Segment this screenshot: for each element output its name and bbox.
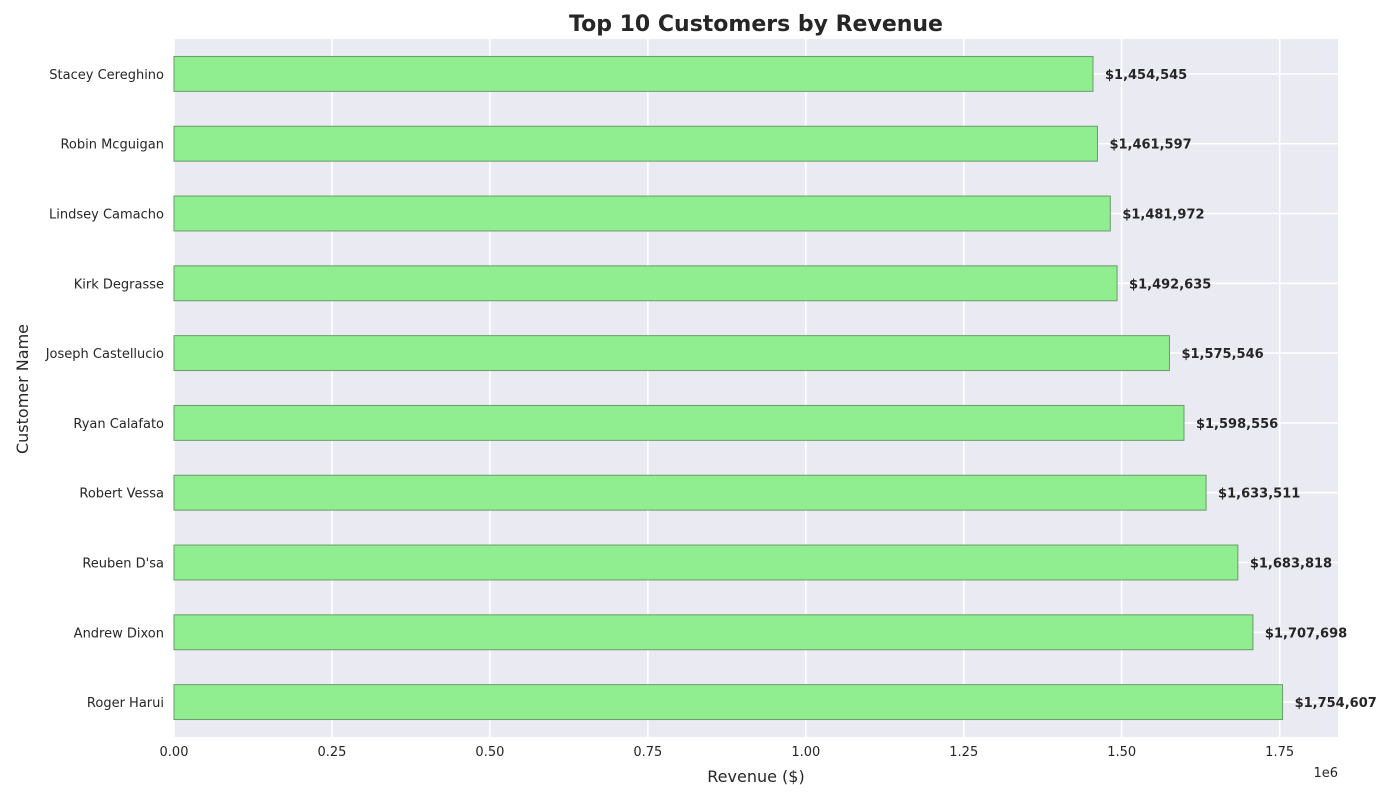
bar [173,125,1098,162]
bar-value-label: $1,492,635 [1129,277,1211,292]
bar [173,544,1239,581]
bar [173,474,1207,511]
x-tick-label: 0.75 [633,745,662,760]
bar [173,404,1185,441]
chart-title: Top 10 Customers by Revenue [569,12,943,37]
x-tick-labels: 0.00 0.25 0.50 0.75 1.00 1.25 1.50 1.75 [160,745,1295,760]
bar [173,335,1170,372]
bar-value-label: $1,707,698 [1265,626,1347,641]
y-tick-label: Andrew Dixon [74,626,164,641]
y-tick-label: Roger Harui [87,696,164,711]
bar [173,195,1111,232]
bar [173,265,1118,302]
y-tick-label: Reuben D'sa [82,557,164,572]
bar-value-label: $1,454,545 [1105,68,1187,83]
bar-value-label: $1,633,511 [1218,487,1300,502]
bar-value-label: $1,575,546 [1181,347,1263,362]
y-tick-label: Kirk Degrasse [74,277,164,292]
bar-value-label: $1,598,556 [1196,417,1278,432]
bars [173,55,1284,721]
x-axis-label: Revenue ($) [707,767,804,786]
y-tick-label: Joseph Castellucio [45,347,164,362]
y-axis-label: Customer Name [13,324,32,454]
x-tick-label: 0.50 [475,745,504,760]
bar-value-label: $1,461,597 [1109,138,1191,153]
bar [173,55,1094,92]
y-tick-label: Stacey Cereghino [49,68,164,83]
x-tick-label: 0.25 [317,745,346,760]
bar-value-label: $1,683,818 [1250,557,1332,572]
bar-value-label: $1,754,607 [1295,696,1377,711]
y-tick-label: Ryan Calafato [73,417,164,432]
value-labels: $1,754,607 $1,707,698 $1,683,818 $1,633,511… [1105,68,1377,711]
x-tick-label: 0.00 [160,745,189,760]
x-tick-label: 1.50 [1107,745,1136,760]
x-tick-label: 1.00 [791,745,820,760]
x-axis-offset-label: 1e6 [1313,766,1338,781]
y-tick-label: Robin Mcguigan [60,138,164,153]
y-tick-label: Robert Vessa [79,487,164,502]
x-tick-label: 1.75 [1265,745,1294,760]
bar-value-label: $1,481,972 [1122,208,1204,223]
bar [173,684,1284,721]
x-tick-label: 1.25 [949,745,978,760]
y-tick-labels: Roger Harui Andrew Dixon Reuben D'sa Robert… [45,68,164,711]
y-tick-label: Lindsey Camacho [49,208,164,223]
bar [173,614,1254,651]
